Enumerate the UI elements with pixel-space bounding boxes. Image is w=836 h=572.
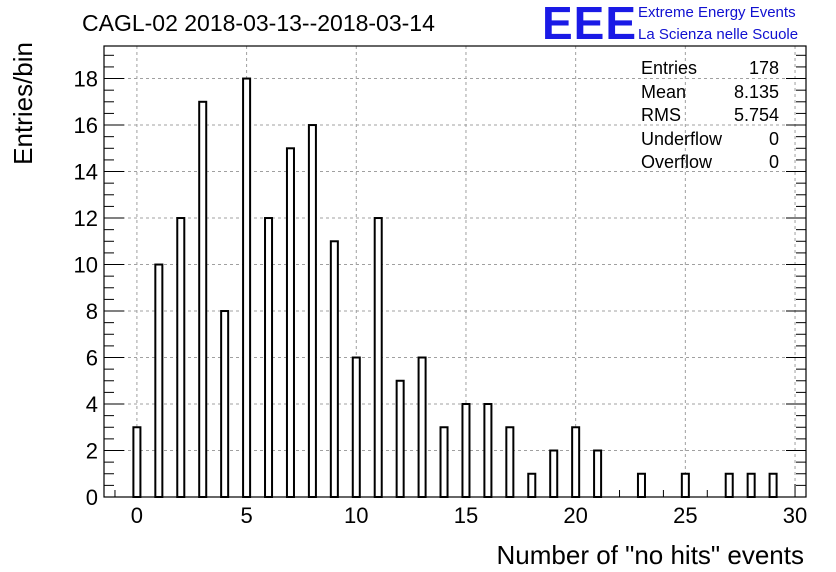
y-tick-label: 4 [86, 392, 98, 417]
x-axis-label: Number of "no hits" events [497, 540, 805, 570]
histogram-bar [549, 449, 559, 499]
histogram-bar [483, 403, 493, 499]
histogram-bar [571, 426, 581, 498]
histogram-bar [154, 263, 164, 499]
stats-box: Entries 178 Mean 8.135 RMS 5.754 Underfl… [641, 58, 779, 176]
stat-label: Overflow [641, 152, 713, 172]
histogram-bar [768, 472, 778, 498]
x-tick-label: 0 [131, 503, 143, 528]
histogram-bar [329, 240, 339, 498]
y-tick-label: 2 [86, 439, 98, 464]
histogram-bar [636, 472, 646, 498]
stat-row: Mean 8.135 [641, 82, 779, 106]
y-tick-label: 14 [74, 160, 98, 185]
histogram-bar [373, 217, 383, 499]
stat-value: 8.135 [733, 81, 779, 102]
histogram-bar [132, 426, 142, 498]
stat-row: Overflow 0 [641, 152, 779, 176]
stat-label: RMS [641, 105, 681, 125]
y-tick-label: 18 [74, 67, 98, 92]
histogram-bar [417, 356, 427, 499]
y-tick-label: 10 [74, 253, 98, 278]
stat-value: 0 [768, 128, 779, 149]
histogram-bar [351, 356, 361, 499]
histogram-bar [527, 472, 537, 498]
stat-row: Underflow 0 [641, 129, 779, 153]
stat-row: RMS 5.754 [641, 105, 779, 129]
x-tick-label: 5 [240, 503, 252, 528]
histogram-bar [242, 77, 252, 499]
histogram-bar [220, 310, 230, 499]
x-tick-label: 25 [673, 503, 697, 528]
eee-logo: EEE Extreme Energy Events La Scienza nel… [540, 0, 836, 49]
histogram-bar [593, 449, 603, 499]
histogram-bar [724, 472, 734, 498]
x-tick-label: 20 [563, 503, 587, 528]
histogram-bar [198, 100, 208, 498]
histogram-bar [505, 426, 515, 498]
y-axis-label: Entries/bin [8, 42, 38, 165]
histogram-bar [439, 426, 449, 498]
x-tick-label: 15 [454, 503, 478, 528]
y-tick-label: 8 [86, 299, 98, 324]
histogram-bar [264, 217, 274, 499]
histogram-bar [395, 379, 405, 498]
stat-label: Underflow [641, 128, 723, 149]
logo-line-2: La Scienza nelle Scuole [638, 26, 799, 43]
y-tick-label: 16 [74, 113, 98, 138]
logo-mark: EEE [542, 0, 638, 49]
x-tick-label: 30 [783, 503, 807, 528]
x-tick-label: 10 [344, 503, 368, 528]
histogram-bar [680, 472, 690, 498]
stat-row: Entries 178 [641, 58, 779, 82]
y-tick-label: 6 [86, 346, 98, 371]
stat-label: Mean [641, 81, 687, 102]
stat-value: 0 [768, 152, 779, 172]
chart-title: CAGL-02 2018-03-13--2018-03-14 [82, 10, 435, 36]
stat-value: 178 [748, 58, 779, 78]
histogram-bar [285, 147, 295, 498]
histogram-bar [176, 217, 186, 499]
y-tick-label: 0 [86, 485, 98, 510]
stat-value: 5.754 [733, 105, 779, 125]
histogram-bar [746, 472, 756, 498]
plot-frame [103, 45, 807, 498]
histogram-bar [461, 403, 471, 499]
y-tick-label: 12 [74, 206, 98, 231]
stat-label: Entries [641, 58, 698, 78]
logo-line-1: Extreme Energy Events [638, 4, 796, 21]
histogram-bar [307, 124, 317, 499]
